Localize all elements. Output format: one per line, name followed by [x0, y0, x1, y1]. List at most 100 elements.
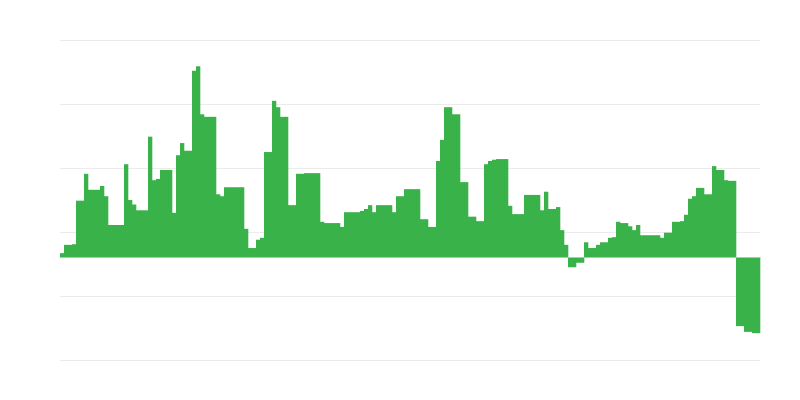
bar [256, 239, 261, 257]
bar [696, 187, 701, 257]
bar [424, 219, 429, 257]
bar [728, 180, 733, 257]
bar [148, 136, 153, 257]
bar [600, 242, 605, 257]
bar [116, 225, 121, 257]
bar [160, 169, 165, 257]
bar [492, 159, 497, 257]
bar [216, 194, 221, 257]
bar [500, 159, 505, 257]
bar [304, 173, 309, 257]
bar [144, 210, 149, 257]
bar [272, 100, 277, 257]
bar [192, 70, 197, 257]
bar [700, 187, 705, 257]
bar [112, 225, 117, 257]
bar [92, 189, 97, 257]
bar [120, 225, 125, 257]
bar [468, 216, 473, 257]
bar [676, 221, 681, 257]
bar [416, 189, 421, 257]
bar [84, 173, 89, 257]
bar [592, 248, 597, 257]
bar [620, 223, 625, 257]
bar [248, 248, 253, 257]
bar [560, 230, 565, 257]
bar [300, 173, 305, 257]
bar [108, 225, 113, 257]
bar [320, 221, 325, 257]
bar [156, 178, 161, 257]
bar [712, 166, 717, 257]
bar [268, 152, 273, 257]
bar [724, 180, 729, 257]
bar [388, 205, 393, 257]
bar [364, 209, 369, 257]
bar [344, 212, 349, 257]
bar [224, 187, 229, 257]
bar [528, 194, 533, 257]
bar [508, 205, 513, 257]
bar [136, 210, 141, 257]
bar [208, 116, 213, 257]
bar [408, 189, 413, 257]
bar [380, 205, 385, 257]
bar [316, 173, 321, 257]
bar [516, 214, 521, 257]
bar [564, 244, 569, 257]
bar [376, 205, 381, 257]
bar [260, 237, 265, 257]
bar [480, 221, 485, 257]
bar [608, 237, 613, 257]
bar [220, 196, 225, 257]
bar [236, 187, 241, 257]
bar [332, 223, 337, 257]
bar [484, 164, 489, 257]
bar [308, 173, 313, 257]
bar [672, 221, 677, 257]
bar [684, 214, 689, 257]
bar [456, 114, 461, 257]
bar [452, 114, 457, 257]
bar [252, 248, 257, 257]
bar [72, 244, 77, 257]
bar [548, 209, 553, 257]
bar [100, 185, 105, 257]
bar [240, 187, 245, 257]
bar [656, 235, 661, 257]
bar [624, 223, 629, 257]
bar [60, 253, 65, 257]
bar [196, 66, 201, 257]
bar [404, 189, 409, 257]
bar [212, 116, 217, 257]
bar [612, 237, 617, 257]
bar [756, 257, 761, 334]
bar [556, 207, 561, 257]
bar [172, 212, 177, 257]
bars [60, 66, 761, 334]
bar [632, 230, 637, 257]
bar [692, 196, 697, 257]
bar [420, 219, 425, 257]
bar [232, 187, 237, 257]
bar [536, 194, 541, 257]
bar [284, 116, 289, 257]
bar [140, 210, 145, 257]
bar [748, 257, 753, 332]
bar [360, 210, 365, 257]
bar [596, 244, 601, 257]
bar [744, 257, 749, 332]
bar [356, 212, 361, 257]
bar [296, 173, 301, 257]
bar [668, 232, 673, 257]
bar [572, 257, 577, 268]
bar [124, 164, 129, 257]
bar [580, 257, 585, 263]
bar [264, 152, 269, 257]
bar [628, 226, 633, 257]
bar [348, 212, 353, 257]
bar [292, 205, 297, 257]
bar [540, 210, 545, 257]
bar [752, 257, 757, 334]
bar [496, 159, 501, 257]
